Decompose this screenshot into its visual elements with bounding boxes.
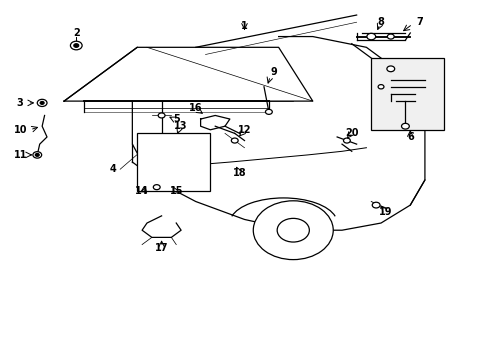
Text: 1: 1 [241,21,247,31]
Text: 5: 5 [172,114,179,124]
Text: 19: 19 [378,207,392,217]
Text: 2: 2 [73,28,80,38]
Circle shape [35,153,39,156]
Circle shape [377,85,383,89]
Text: 14: 14 [135,186,148,196]
Circle shape [33,152,41,158]
Text: 6: 6 [406,132,413,142]
Circle shape [231,138,238,143]
Circle shape [277,219,309,242]
Text: 18: 18 [232,168,246,178]
Circle shape [253,201,332,260]
Text: 11: 11 [14,150,27,160]
Circle shape [343,138,349,143]
Circle shape [386,66,394,72]
Circle shape [386,34,393,39]
Text: 12: 12 [237,125,251,135]
Text: 13: 13 [174,121,187,131]
Circle shape [265,109,272,114]
Text: 10: 10 [14,125,27,135]
Text: 4: 4 [109,164,116,174]
Circle shape [158,134,165,140]
Text: 15: 15 [169,186,183,196]
Text: 17: 17 [155,243,168,253]
Circle shape [158,113,164,118]
Circle shape [37,99,47,107]
Bar [370,58,444,130]
Text: 9: 9 [270,67,277,77]
Circle shape [366,33,375,40]
Circle shape [70,41,82,50]
Bar [137,134,210,191]
Circle shape [371,202,379,208]
Circle shape [401,123,408,129]
Circle shape [74,44,79,47]
Text: 3: 3 [17,98,23,108]
Text: 20: 20 [345,129,358,138]
Text: 8: 8 [377,17,384,27]
Circle shape [40,102,44,104]
Text: 16: 16 [188,103,202,113]
Text: 7: 7 [416,17,423,27]
Circle shape [153,185,160,190]
